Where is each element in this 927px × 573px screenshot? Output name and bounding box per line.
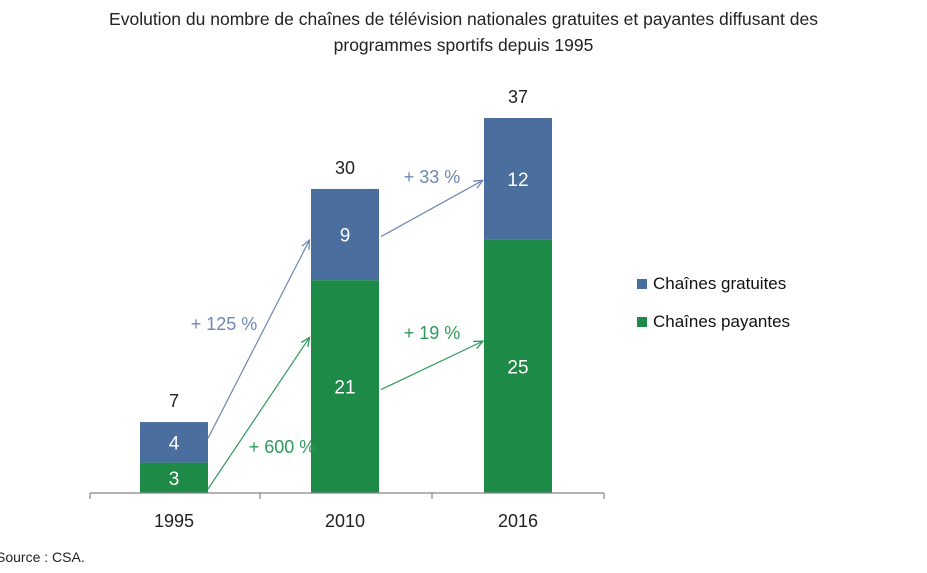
bar-payantes-2010 [311, 280, 379, 493]
annotation-gratuites-1995-2010: + 125 % [191, 314, 258, 334]
arrow-payantes-2010-2016 [380, 342, 482, 391]
legend-swatch-payantes [637, 317, 647, 327]
bar-gratuites-2016 [484, 118, 552, 240]
total-label-2010: 30 [335, 158, 355, 178]
annotation-payantes-2010-2016: + 19 % [404, 323, 461, 343]
annotation-gratuites-2010-2016: + 33 % [404, 167, 461, 187]
bar-payantes-1995 [140, 462, 208, 493]
arrow-gratuites-1995-2010 [207, 241, 309, 439]
value-label-gratuites-1995: 4 [169, 433, 180, 454]
x-tick-label-1995: 1995 [154, 511, 194, 531]
value-label-payantes-2016: 25 [507, 357, 528, 378]
annotation-payantes-1995-2010: + 600 % [249, 437, 316, 457]
bar-gratuites-1995 [140, 422, 208, 463]
value-label-gratuites-2010: 9 [340, 226, 351, 247]
source-note: Source : CSA. [0, 549, 85, 565]
legend-swatch-gratuites [637, 279, 647, 289]
value-label-payantes-1995: 3 [169, 469, 180, 490]
x-tick-label-2016: 2016 [498, 511, 538, 531]
legend: Chaînes gratuites Chaînes payantes [637, 274, 790, 350]
total-label-2016: 37 [508, 87, 528, 107]
arrow-payantes-1995-2010 [207, 338, 309, 490]
legend-item-gratuites: Chaînes gratuites [637, 274, 790, 294]
bar-payantes-2016 [484, 239, 552, 493]
total-label-1995: 7 [169, 391, 179, 411]
value-label-payantes-2010: 21 [334, 378, 355, 399]
legend-item-payantes: Chaînes payantes [637, 312, 790, 332]
legend-label-payantes: Chaînes payantes [653, 312, 791, 331]
title-line-2: programmes sportifs depuis 1995 [333, 35, 594, 55]
x-tick-label-2010: 2010 [325, 511, 365, 531]
title-line-1: Evolution du nombre de chaînes de télévi… [109, 9, 818, 29]
arrow-gratuites-2010-2016 [380, 181, 482, 238]
value-label-gratuites-2016: 12 [507, 170, 528, 191]
bar-gratuites-2010 [311, 188, 379, 281]
chart-title: Evolution du nombre de chaînes de télévi… [0, 6, 927, 58]
legend-label-gratuites: Chaînes gratuites [653, 274, 787, 293]
